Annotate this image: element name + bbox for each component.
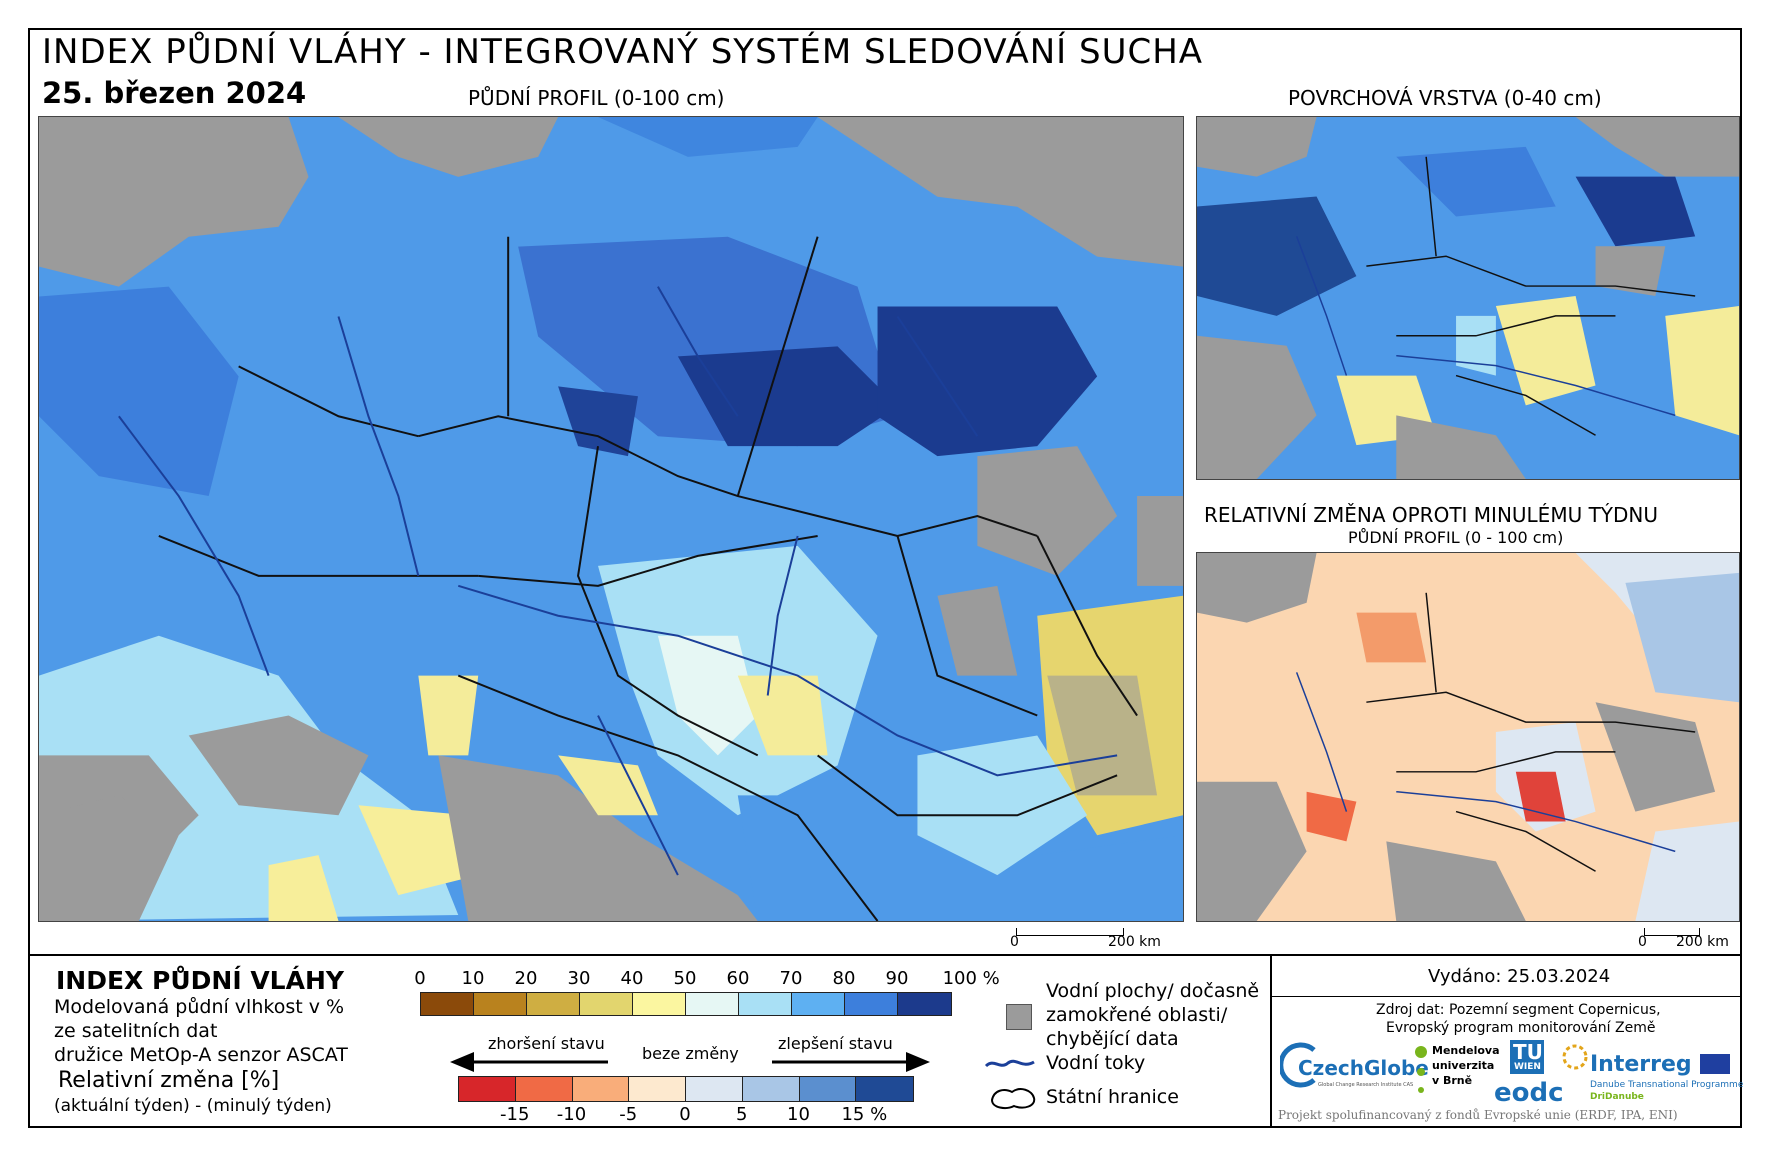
arrow-left-label: zhoršení stavu bbox=[488, 1034, 605, 1053]
index-swatch-7 bbox=[792, 993, 845, 1015]
surface-layer-map bbox=[1196, 116, 1740, 480]
change-tick-5: 10 bbox=[787, 1104, 810, 1125]
borders-label: Státní hranice bbox=[1046, 1086, 1179, 1108]
index-tick-labels: 0 10 20 30 40 50 60 70 80 90 100 % bbox=[414, 968, 1000, 990]
index-tick-0: 0 bbox=[414, 968, 426, 989]
interreg-logo-sub-1: Danube Transnational Programme bbox=[1590, 1080, 1744, 1090]
water-areas-label-1: Vodní plochy/ dočasně bbox=[1046, 980, 1260, 1002]
index-tick-3: 30 bbox=[567, 968, 591, 989]
change-tick-0: -15 bbox=[500, 1104, 530, 1125]
change-tick-6: 15 % bbox=[841, 1104, 888, 1125]
index-tick-6: 60 bbox=[726, 968, 750, 989]
change-color-ramp bbox=[458, 1076, 914, 1102]
interreg-logo-icon bbox=[1562, 1044, 1588, 1070]
index-tick-4: 40 bbox=[620, 968, 644, 989]
rivers-label: Vodní toky bbox=[1046, 1052, 1146, 1074]
interreg-logo-text: Interreg bbox=[1590, 1052, 1692, 1077]
main-scale-zero: 0 bbox=[1010, 934, 1019, 950]
small-scale-bar bbox=[1644, 928, 1700, 936]
change-swatch-4 bbox=[686, 1077, 743, 1101]
eodc-logo: eodc bbox=[1494, 1078, 1564, 1108]
legend-desc-1: Modelovaná půdní vlhkost v % bbox=[54, 996, 345, 1018]
change-map-sublabel: PŮDNÍ PROFIL (0 - 100 cm) bbox=[1348, 528, 1564, 547]
arrow-mid-label: beze změny bbox=[642, 1044, 739, 1063]
index-tick-1: 10 bbox=[461, 968, 485, 989]
index-tick-5: 50 bbox=[673, 968, 697, 989]
mendel-logo-2: univerzita bbox=[1432, 1059, 1495, 1072]
change-tick-1: -10 bbox=[556, 1104, 587, 1125]
legend-desc-3: družice MetOp-A senzor ASCAT bbox=[54, 1044, 348, 1066]
legend-divider bbox=[28, 954, 1742, 956]
border-outline-icon bbox=[990, 1088, 1036, 1109]
main-scale-bar bbox=[1016, 928, 1124, 936]
interreg-logo-sub-2: DriDanube bbox=[1590, 1092, 1644, 1102]
mendel-logo-icon bbox=[1415, 1046, 1427, 1093]
index-tick-8: 80 bbox=[832, 968, 856, 989]
surface-map-label: POVRCHOVÁ VRSTVA (0-40 cm) bbox=[1288, 86, 1602, 110]
czechglobe-logo-text: CzechGlobe bbox=[1298, 1056, 1429, 1080]
czechglobe-logo-sub: Global Change Research Institute CAS bbox=[1318, 1082, 1414, 1088]
index-tick-10: 100 % bbox=[942, 968, 1000, 989]
issue-date-title: 25. březen 2024 bbox=[42, 76, 307, 110]
index-swatch-5 bbox=[686, 993, 739, 1015]
change-tick-3: 0 bbox=[679, 1104, 691, 1125]
change-swatch-2 bbox=[572, 1077, 630, 1101]
gray-swatch-icon bbox=[1006, 1004, 1032, 1030]
index-swatch-2 bbox=[527, 993, 580, 1015]
eu-flag-icon bbox=[1700, 1054, 1730, 1074]
small-scale-end: 200 km bbox=[1676, 934, 1729, 950]
map-frame bbox=[28, 28, 1742, 1128]
index-swatch-3 bbox=[580, 993, 633, 1015]
small-scale-zero: 0 bbox=[1638, 934, 1647, 950]
index-tick-2: 20 bbox=[514, 968, 538, 989]
index-swatch-9 bbox=[898, 993, 951, 1015]
change-map-label: RELATIVNÍ ZMĚNA OPROTI MINULÉMU TÝDNU bbox=[1204, 503, 1659, 527]
tu-wien-logo-sub: WIEN bbox=[1514, 1062, 1541, 1072]
index-swatch-8 bbox=[845, 993, 898, 1015]
change-swatch-5 bbox=[742, 1077, 800, 1101]
change-swatch-1 bbox=[515, 1077, 573, 1101]
water-areas-label-3: chybějící data bbox=[1046, 1028, 1179, 1050]
footer-note: Projekt spolufinancovaný z fondů Evropsk… bbox=[1278, 1108, 1678, 1122]
main-soil-moisture-map bbox=[38, 116, 1184, 922]
relative-change-desc: (aktuální týden) - (minulý týden) bbox=[54, 1096, 332, 1116]
data-source-1: Zdroj dat: Pozemní segment Copernicus, bbox=[1376, 1002, 1661, 1018]
main-scale-end: 200 km bbox=[1108, 934, 1161, 950]
relative-change-map bbox=[1196, 552, 1740, 922]
change-tick-4: 5 bbox=[736, 1104, 748, 1125]
water-areas-label-2: zamokřené oblasti/ bbox=[1046, 1004, 1228, 1026]
info-divider bbox=[1270, 956, 1272, 1128]
index-swatch-6 bbox=[739, 993, 792, 1015]
tu-wien-logo-box bbox=[1510, 1040, 1544, 1074]
change-swatch-6 bbox=[799, 1077, 857, 1101]
czechglobe-logo-icon bbox=[1280, 1042, 1316, 1088]
main-map-label: PŮDNÍ PROFIL (0-100 cm) bbox=[468, 86, 725, 110]
change-swatch-3 bbox=[629, 1077, 686, 1101]
index-swatch-0 bbox=[421, 993, 474, 1015]
mendel-logo-3: v Brně bbox=[1432, 1074, 1473, 1087]
tu-wien-logo-text: TU bbox=[1513, 1040, 1543, 1064]
legend-title: INDEX PŮDNÍ VLÁHY bbox=[56, 966, 344, 995]
river-line-icon bbox=[984, 1059, 1035, 1068]
change-direction-arrows bbox=[450, 1052, 930, 1072]
change-tick-2: -5 bbox=[619, 1104, 638, 1125]
index-tick-7: 70 bbox=[779, 968, 803, 989]
data-source-2: Evropský program monitorování Země bbox=[1386, 1020, 1656, 1036]
issued-date: Vydáno: 25.03.2024 bbox=[1428, 966, 1611, 987]
change-tick-labels: -15 -10 -5 0 5 10 15 % bbox=[458, 1104, 912, 1126]
mendel-logo-1: Mendelova bbox=[1432, 1044, 1500, 1057]
index-color-ramp bbox=[420, 992, 952, 1016]
index-tick-9: 90 bbox=[885, 968, 909, 989]
relative-change-title: Relativní změna [%] bbox=[58, 1068, 280, 1093]
change-swatch-0 bbox=[459, 1077, 516, 1101]
issued-divider bbox=[1272, 996, 1742, 997]
index-swatch-1 bbox=[474, 993, 527, 1015]
change-swatch-7 bbox=[856, 1077, 913, 1101]
legend-desc-2: ze satelitních dat bbox=[54, 1020, 218, 1042]
page-title: INDEX PŮDNÍ VLÁHY - INTEGROVANÝ SYSTÉM S… bbox=[42, 32, 1204, 72]
arrow-right-label: zlepšení stavu bbox=[778, 1034, 893, 1053]
index-swatch-4 bbox=[633, 993, 686, 1015]
